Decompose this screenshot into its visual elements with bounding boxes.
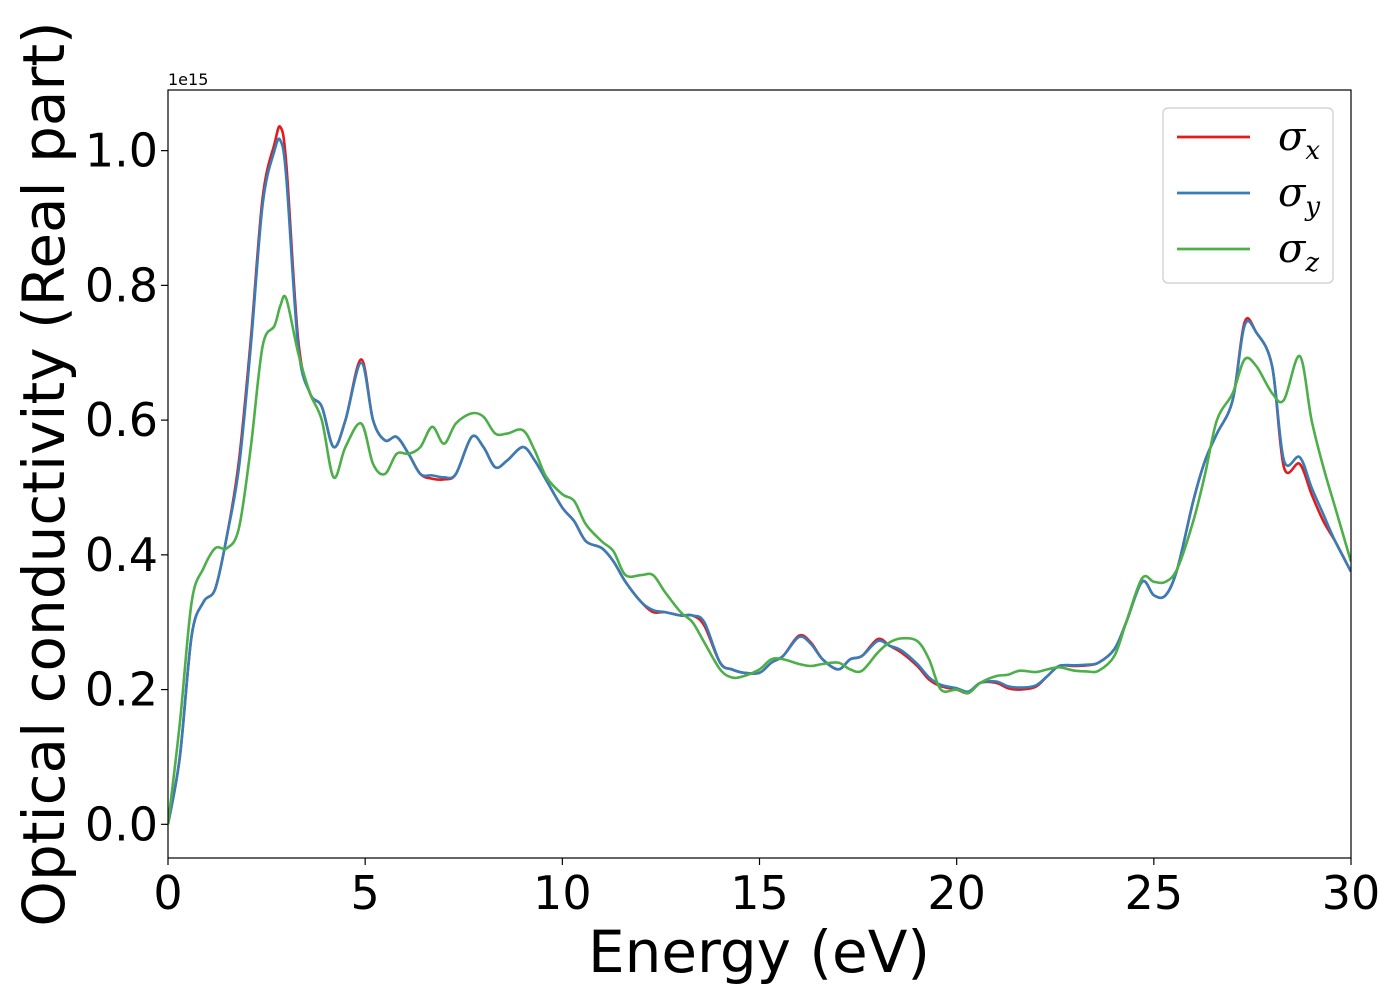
series-layer — [168, 125, 1351, 825]
series-line-y — [168, 137, 1351, 825]
x-tick-label: 5 — [351, 866, 380, 920]
x-ticks: 0 5 10 15 20 25 30 — [153, 858, 1380, 920]
x-tick-label: 30 — [1322, 866, 1381, 920]
y-tick-label: 0.8 — [85, 258, 158, 312]
y-tick-label: 0.2 — [85, 663, 158, 717]
y-tick-label: 1.0 — [85, 124, 158, 178]
y-offset-text: 1e15 — [168, 70, 208, 89]
plot-background — [168, 90, 1351, 858]
x-tick-label: 0 — [153, 866, 182, 920]
y-axis-title: Optical conductivity (Real part) — [10, 21, 78, 926]
y-tick-label: 0.0 — [85, 797, 158, 851]
x-tick-label: 10 — [533, 866, 592, 920]
x-axis-title: Energy (eV) — [588, 918, 930, 986]
x-tick-label: 15 — [730, 866, 789, 920]
y-ticks: 0.0 0.2 0.4 0.6 0.8 1.0 — [85, 124, 168, 851]
legend-box — [1162, 107, 1334, 284]
y-tick-label: 0.4 — [85, 528, 158, 582]
x-tick-label: 20 — [927, 866, 986, 920]
x-tick-label: 25 — [1125, 866, 1184, 920]
series-line-z — [168, 294, 1351, 825]
y-tick-label: 0.6 — [85, 393, 158, 447]
